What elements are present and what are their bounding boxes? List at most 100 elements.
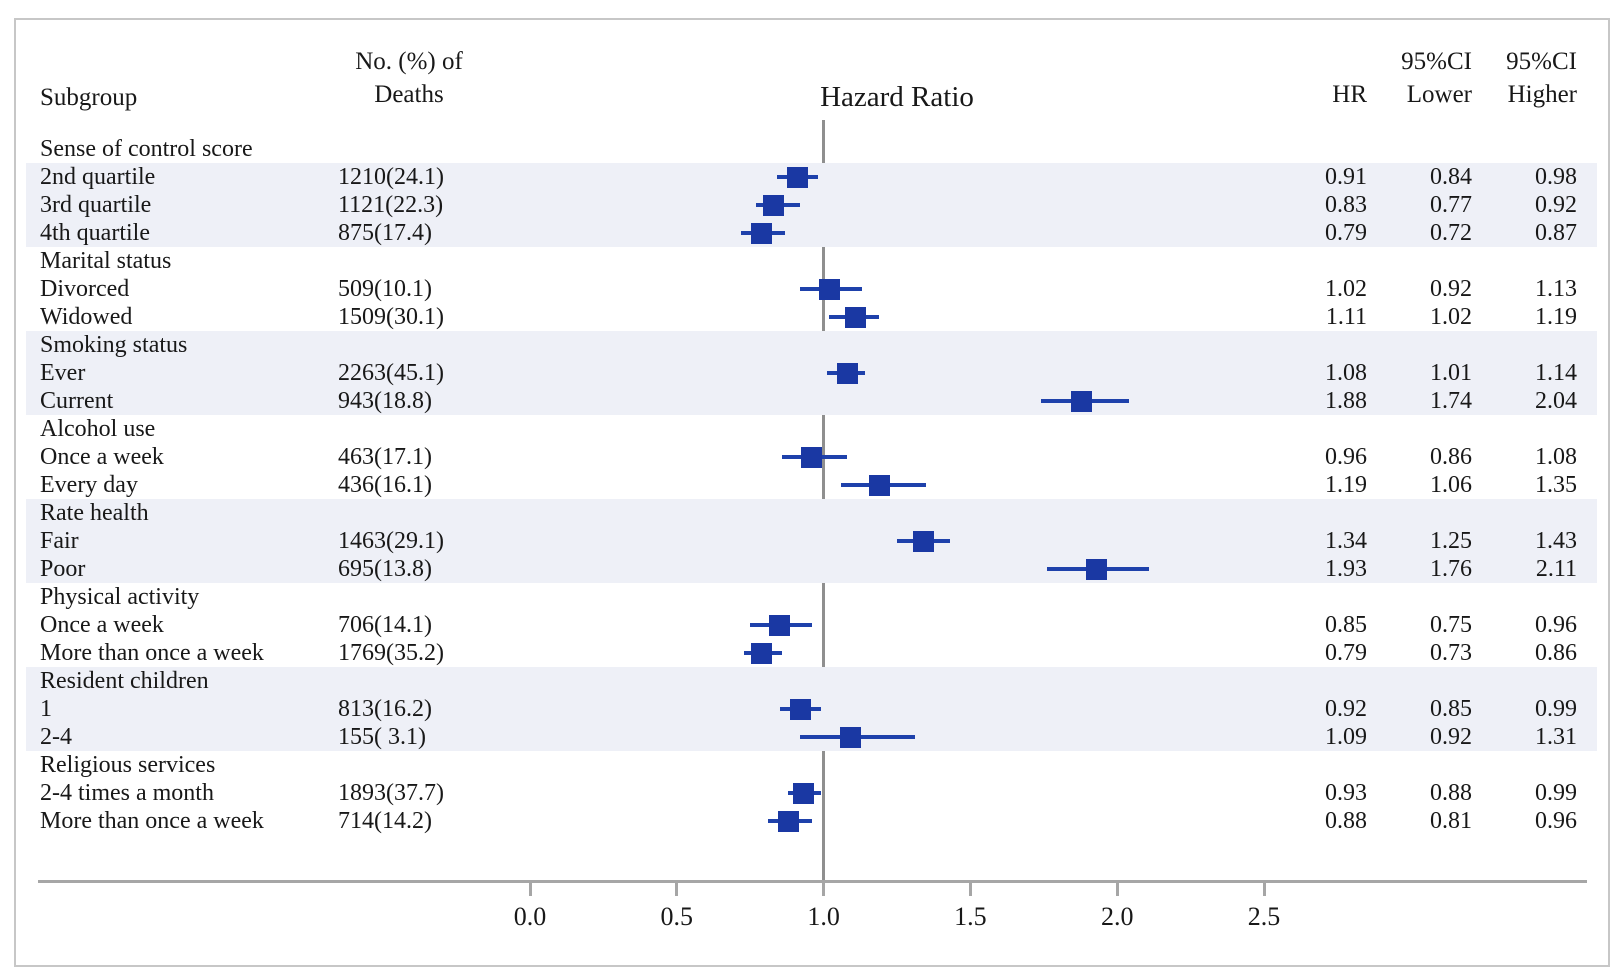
row-ci-higher-value: 1.31 (1535, 724, 1577, 750)
row-deaths-value: 943(18.8) (338, 388, 432, 414)
group-header-label: Alcohol use (40, 416, 156, 442)
hr-marker (777, 810, 799, 832)
row-ci-higher-value: 2.04 (1535, 388, 1577, 414)
row-label: 4th quartile (40, 220, 150, 246)
group-header-label: Rate health (40, 500, 149, 526)
row-ci-higher-value: 0.98 (1535, 164, 1577, 190)
column-header-ci-higher-line2: Higher (1507, 81, 1577, 108)
row-ci-lower-value: 0.72 (1430, 220, 1472, 246)
row-stripe (26, 667, 1597, 695)
row-label: Widowed (40, 304, 133, 330)
row-ci-lower-value: 1.06 (1430, 472, 1472, 498)
row-label: 2-4 (40, 724, 72, 750)
row-ci-higher-value: 1.35 (1535, 472, 1577, 498)
x-axis-tick (822, 883, 826, 896)
row-label: 2nd quartile (40, 164, 156, 190)
row-label: Ever (40, 360, 86, 386)
row-hr-value: 0.93 (1325, 780, 1367, 806)
x-axis-tick-label: 0.0 (513, 902, 547, 931)
hr-marker (845, 306, 867, 328)
row-label: Once a week (40, 612, 164, 638)
row-deaths-value: 2263(45.1) (338, 360, 444, 386)
row-ci-higher-value: 0.99 (1535, 780, 1577, 806)
row-hr-value: 0.79 (1325, 640, 1367, 666)
row-ci-higher-value: 1.43 (1535, 528, 1577, 554)
row-label: Poor (40, 556, 86, 582)
row-ci-lower-value: 1.74 (1430, 388, 1472, 414)
hr-marker (818, 278, 840, 300)
row-label: 1 (40, 696, 52, 722)
row-hr-value: 1.02 (1325, 276, 1367, 302)
column-header-subgroup: Subgroup (40, 84, 138, 111)
row-ci-higher-value: 1.19 (1535, 304, 1577, 330)
row-deaths-value: 1893(37.7) (338, 780, 444, 806)
hr-marker (789, 698, 811, 720)
row-deaths-value: 875(17.4) (338, 220, 432, 246)
row-deaths-value: 714(14.2) (338, 808, 432, 834)
x-axis-tick-label: 1.5 (954, 902, 987, 931)
row-stripe (26, 331, 1597, 359)
row-ci-lower-value: 0.85 (1430, 696, 1472, 722)
row-hr-value: 1.09 (1325, 724, 1367, 750)
row-deaths-value: 1463(29.1) (338, 528, 444, 554)
hr-marker (801, 446, 823, 468)
row-ci-higher-value: 0.92 (1535, 192, 1577, 218)
row-label: Every day (40, 472, 138, 498)
x-axis-tick-label: 0.5 (660, 902, 694, 931)
hr-marker (1071, 390, 1093, 412)
row-label: 3rd quartile (40, 192, 152, 218)
row-deaths-value: 1509(30.1) (338, 304, 444, 330)
row-ci-higher-value: 2.11 (1535, 556, 1577, 582)
hr-marker (912, 530, 934, 552)
row-stripe (26, 555, 1597, 583)
hr-marker (751, 642, 773, 664)
row-label: Current (40, 388, 114, 414)
row-hr-value: 1.19 (1325, 472, 1367, 498)
column-header-ci-higher-line1: 95%CI (1506, 48, 1577, 75)
row-label: 2-4 times a month (40, 780, 214, 806)
row-hr-value: 0.79 (1325, 220, 1367, 246)
row-deaths-value: 509(10.1) (338, 276, 432, 302)
row-ci-higher-value: 1.13 (1535, 276, 1577, 302)
x-axis-tick (968, 883, 972, 896)
row-ci-higher-value: 0.96 (1535, 612, 1577, 638)
group-header-label: Religious services (40, 752, 216, 778)
group-header-label: Marital status (40, 248, 172, 274)
row-ci-higher-value: 1.08 (1535, 444, 1577, 470)
row-label: Fair (40, 528, 79, 554)
row-label: More than once a week (40, 640, 264, 666)
column-header-ci-lower-line2: Lower (1406, 81, 1472, 108)
row-hr-value: 1.93 (1325, 556, 1367, 582)
row-ci-lower-value: 1.76 (1430, 556, 1472, 582)
hr-marker (786, 166, 808, 188)
row-stripe (26, 387, 1597, 415)
column-header-deaths-line2: Deaths (374, 81, 444, 108)
column-header-ci-lower-line1: 95%CI (1401, 48, 1472, 75)
row-stripe (26, 191, 1597, 219)
x-axis-tick-label: 2.0 (1100, 902, 1134, 931)
row-ci-lower-value: 0.81 (1430, 808, 1472, 834)
row-deaths-value: 155( 3.1) (338, 724, 426, 750)
row-ci-higher-value: 0.86 (1535, 640, 1577, 666)
row-hr-value: 0.85 (1325, 612, 1367, 638)
row-hr-value: 0.92 (1325, 696, 1367, 722)
row-stripe (26, 499, 1597, 527)
group-header-label: Physical activity (40, 584, 200, 610)
row-deaths-value: 706(14.1) (338, 612, 432, 638)
hr-marker (792, 782, 814, 804)
row-ci-lower-value: 0.92 (1430, 276, 1472, 302)
x-axis-tick-label: 1.0 (807, 902, 840, 931)
x-axis-line (38, 880, 1587, 883)
x-axis-tick-label: 2.5 (1247, 902, 1281, 931)
row-deaths-value: 463(17.1) (338, 444, 432, 470)
row-hr-value: 0.91 (1325, 164, 1367, 190)
hr-marker (1086, 558, 1108, 580)
column-header-hr: HR (1332, 81, 1367, 108)
row-ci-lower-value: 0.77 (1430, 192, 1472, 218)
row-label: More than once a week (40, 808, 264, 834)
row-ci-lower-value: 1.01 (1430, 360, 1472, 386)
hr-marker (868, 474, 890, 496)
row-ci-lower-value: 0.86 (1430, 444, 1472, 470)
row-ci-higher-value: 0.99 (1535, 696, 1577, 722)
row-ci-lower-value: 0.84 (1430, 164, 1472, 190)
